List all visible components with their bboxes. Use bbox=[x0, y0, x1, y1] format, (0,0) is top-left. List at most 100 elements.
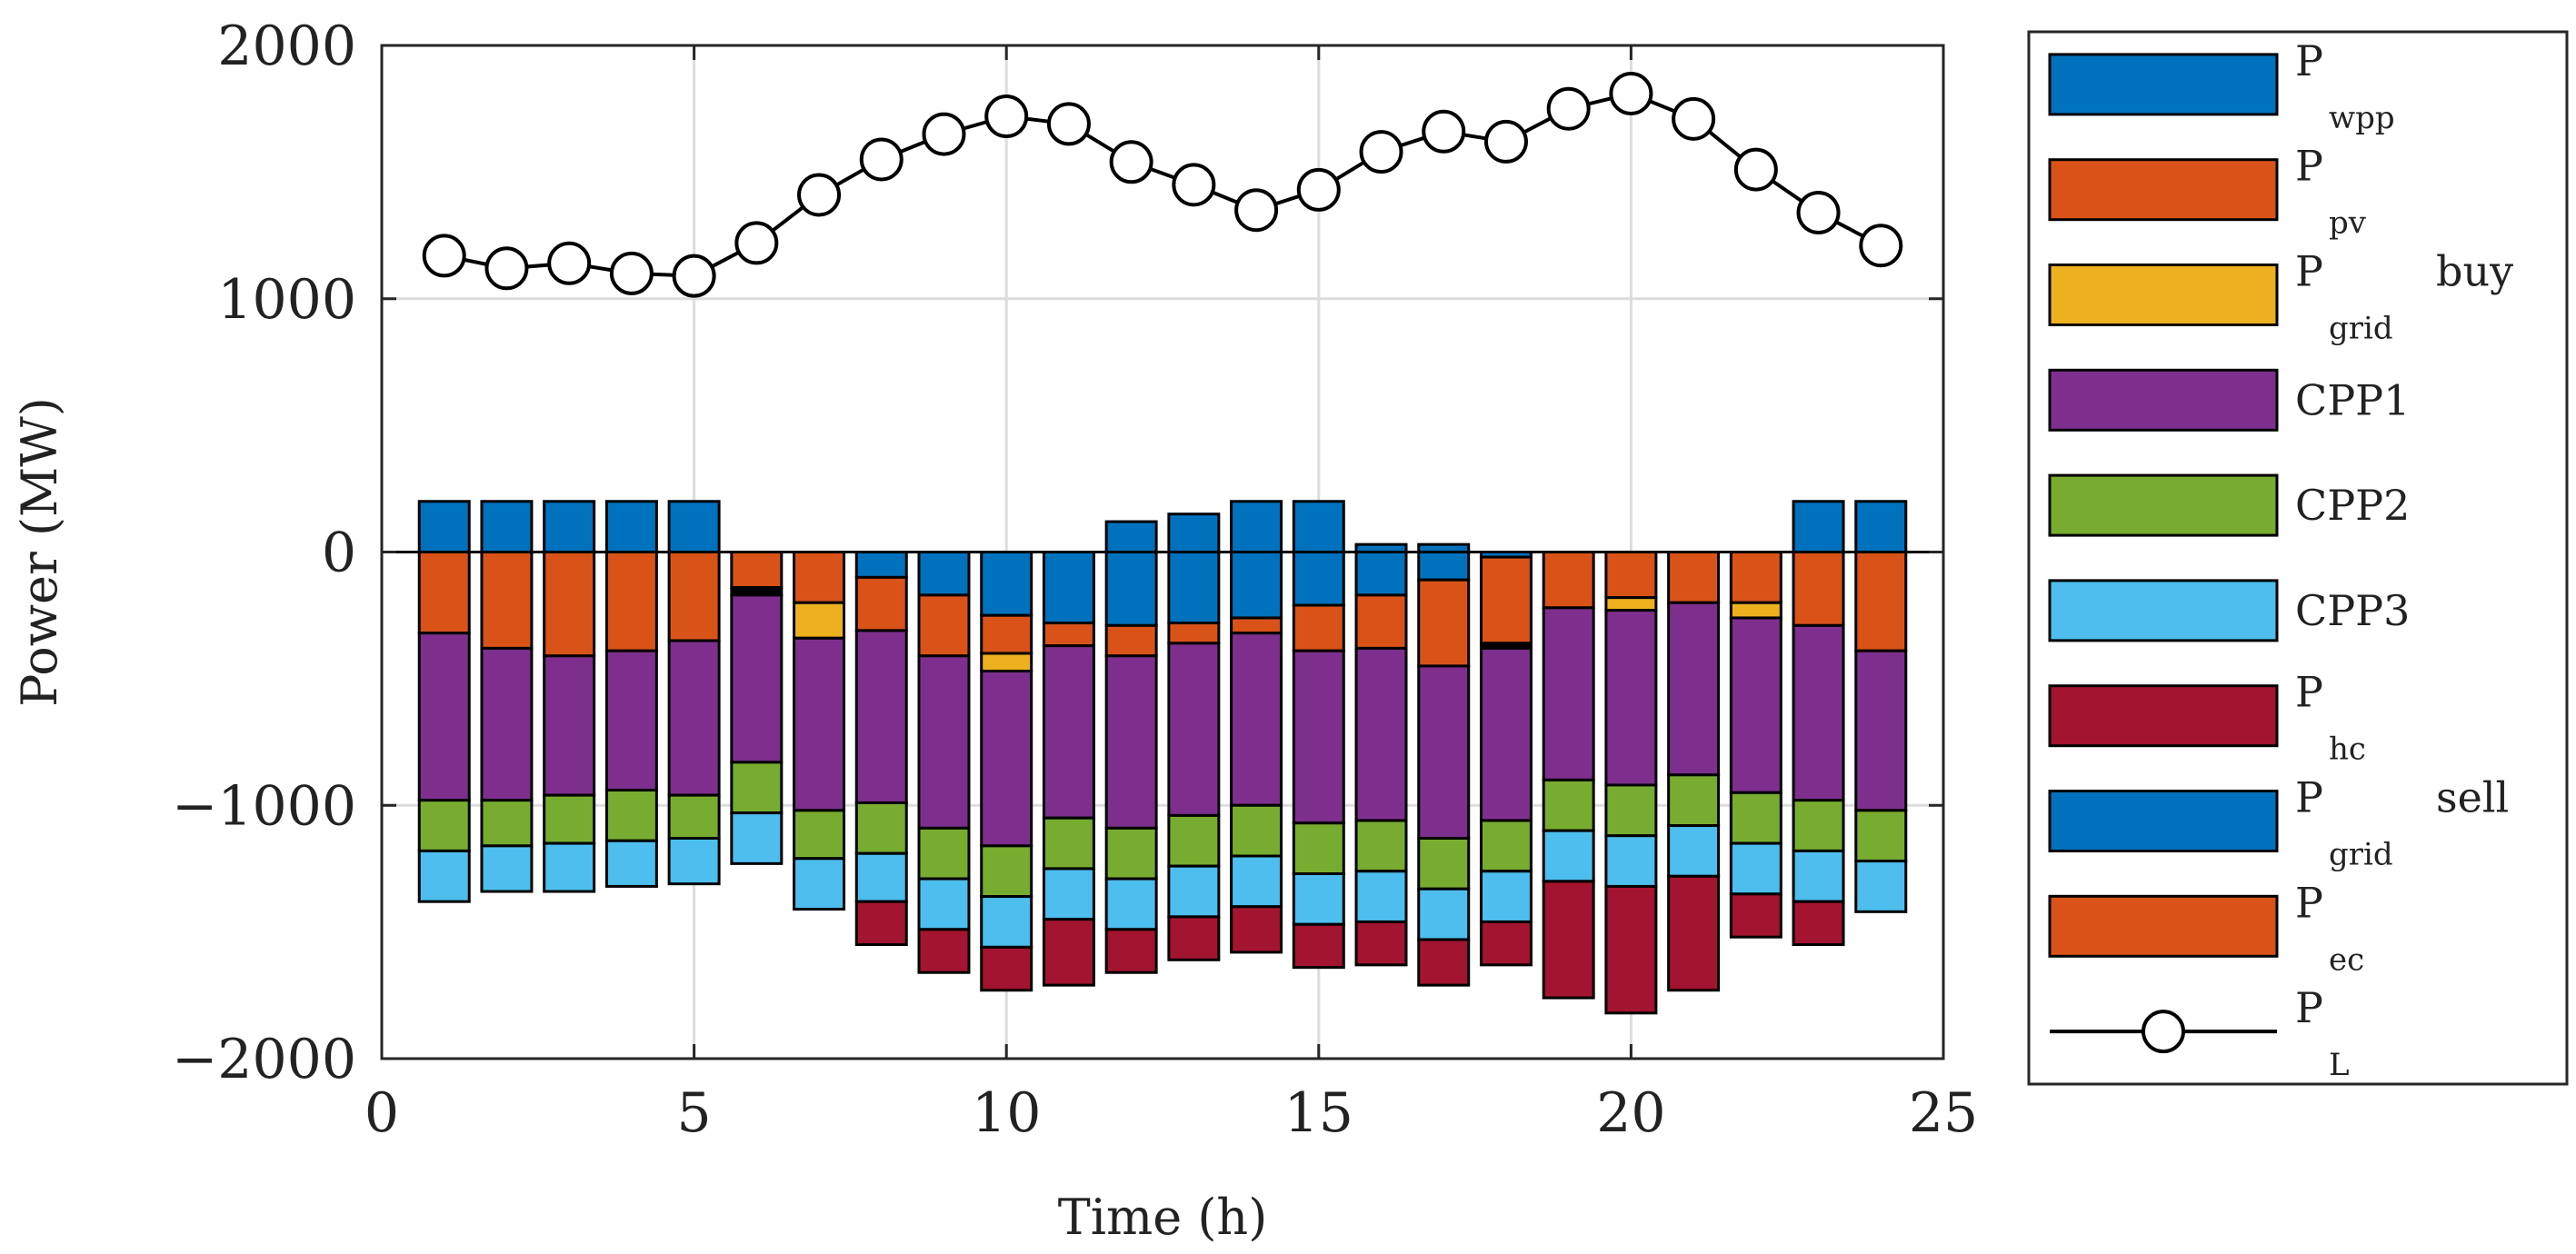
bar-segment bbox=[604, 649, 658, 792]
bars bbox=[417, 500, 1908, 1015]
bar-segment bbox=[1042, 644, 1095, 820]
legend-label: P bbox=[2295, 36, 2323, 85]
bar-segment bbox=[980, 613, 1033, 655]
bar-segment bbox=[1417, 664, 1471, 840]
bar-segment bbox=[543, 551, 596, 658]
bar-segment bbox=[1104, 654, 1158, 830]
load-point bbox=[734, 221, 779, 265]
bar-segment bbox=[730, 593, 784, 764]
axis-ticks: 0 5 10 15 20 25 −2000 −1000 0 1000 2000 bbox=[172, 15, 1978, 1145]
load-point bbox=[1422, 109, 1466, 154]
legend-swatch bbox=[2048, 684, 2279, 748]
bar-segment bbox=[1042, 551, 1095, 625]
legend-swatch bbox=[2048, 264, 2279, 326]
bar-segment bbox=[1167, 622, 1221, 645]
legend-marker-swatch bbox=[2142, 1010, 2185, 1054]
bar-segment bbox=[1417, 836, 1471, 891]
bar-segment bbox=[854, 575, 908, 632]
bar-segment bbox=[980, 652, 1033, 673]
legend-entry: Phc bbox=[2048, 668, 2366, 768]
bar-segment bbox=[980, 670, 1033, 848]
load-point bbox=[1733, 147, 1778, 192]
bar-segment bbox=[604, 839, 658, 888]
bar-segment bbox=[1542, 606, 1595, 781]
bar-segment bbox=[1854, 860, 1908, 913]
bar-segment bbox=[854, 551, 908, 579]
bar-segment bbox=[917, 928, 971, 974]
bar-segment bbox=[1292, 551, 1345, 607]
bar-segment bbox=[1417, 551, 1471, 582]
bar-segment bbox=[980, 551, 1033, 617]
bar-segment bbox=[1292, 922, 1345, 970]
bar-segment bbox=[1792, 623, 1845, 802]
x-tick-label: 25 bbox=[1909, 1081, 1978, 1145]
bar-segment bbox=[1792, 551, 1845, 627]
legend-label-subscript: L bbox=[2329, 1047, 2350, 1083]
bar-segment bbox=[667, 500, 721, 553]
x-tick-label: 15 bbox=[1284, 1081, 1353, 1145]
bar-segment bbox=[604, 500, 658, 553]
bar-segment bbox=[1854, 500, 1908, 553]
legend-swatch bbox=[2048, 53, 2279, 116]
bar-segment bbox=[1167, 864, 1221, 919]
legend-label: P bbox=[2295, 773, 2323, 822]
bar-segment bbox=[1354, 551, 1408, 597]
bar-segment bbox=[980, 844, 1033, 899]
bar-segment bbox=[480, 500, 534, 553]
load-point bbox=[1296, 167, 1341, 212]
y-tick-label: 2000 bbox=[217, 15, 356, 78]
bar-segment bbox=[1230, 551, 1283, 620]
bar-segment bbox=[917, 654, 971, 830]
legend-label: CPP2 bbox=[2295, 481, 2410, 530]
bar-segment bbox=[1104, 520, 1158, 553]
legend-swatch bbox=[2048, 473, 2279, 537]
bar-segment bbox=[854, 851, 908, 903]
legend-label-subscript: ec bbox=[2329, 941, 2364, 978]
bar-segment bbox=[1167, 813, 1221, 868]
x-tick-label: 20 bbox=[1596, 1081, 1665, 1145]
load-point bbox=[609, 251, 654, 295]
load-point bbox=[922, 112, 966, 156]
legend-label: P bbox=[2295, 142, 2323, 191]
bar-segment bbox=[1667, 773, 1721, 828]
bar-segment bbox=[793, 857, 846, 911]
load-point bbox=[1359, 130, 1403, 174]
bar-segment bbox=[793, 809, 846, 861]
bar-segment bbox=[604, 551, 658, 652]
legend-swatch bbox=[2048, 579, 2279, 642]
bar-segment bbox=[1604, 834, 1658, 888]
bar-segment bbox=[1230, 854, 1283, 909]
bar-segment bbox=[730, 551, 784, 590]
load-point bbox=[1672, 96, 1716, 141]
load-point bbox=[1483, 119, 1528, 164]
bar-segment bbox=[1854, 809, 1908, 863]
legend-swatch bbox=[2048, 894, 2279, 958]
bar-segment bbox=[1292, 821, 1345, 876]
bar-segment bbox=[793, 636, 846, 812]
legend-entry: CPP2 bbox=[2048, 473, 2410, 537]
legend-label-subscript: grid bbox=[2329, 837, 2393, 873]
bar-segment bbox=[1167, 642, 1221, 817]
bar-segment bbox=[1292, 872, 1345, 926]
bar-segment bbox=[1542, 778, 1595, 832]
bar-segment bbox=[854, 629, 908, 804]
legend-swatch bbox=[2048, 790, 2279, 852]
bar-segment bbox=[604, 789, 658, 842]
bar-segment bbox=[1167, 551, 1221, 625]
legend-entry: Ppv bbox=[2048, 142, 2367, 242]
load-point bbox=[1546, 86, 1591, 131]
bar-segment bbox=[480, 646, 534, 802]
bar-segment bbox=[1667, 551, 1721, 604]
legend-label-suffix: sell bbox=[2436, 773, 2509, 822]
bar-segment bbox=[1667, 874, 1721, 992]
bar-segment bbox=[480, 551, 534, 650]
load-point bbox=[1796, 190, 1841, 234]
legend-label: CPP3 bbox=[2295, 586, 2410, 635]
bar-segment bbox=[1354, 870, 1408, 923]
bar-segment bbox=[1354, 646, 1408, 822]
load-point bbox=[547, 241, 592, 285]
legend-label: P bbox=[2295, 983, 2323, 1032]
